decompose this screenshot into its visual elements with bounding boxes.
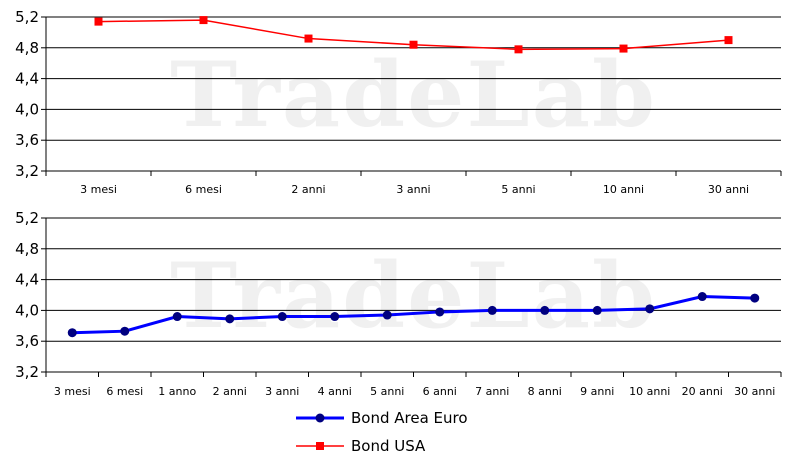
x-tick-label: 3 mesi: [80, 183, 117, 196]
x-tick-label: 1 anno: [158, 385, 196, 398]
y-tick-label: 3,2: [15, 162, 39, 180]
x-tick-label: 7 anni: [475, 385, 509, 398]
data-point: [199, 16, 208, 25]
data-point: [304, 34, 313, 43]
y-tick-label: 4,0: [15, 100, 39, 118]
data-point: [540, 305, 550, 315]
data-point: [382, 310, 392, 320]
x-tick-label: 3 anni: [396, 183, 430, 196]
data-point: [435, 307, 445, 317]
data-point: [724, 36, 733, 45]
y-tick-label: 4,8: [15, 39, 39, 57]
x-tick-label: 3 anni: [265, 385, 299, 398]
x-tick-label: 30 anni: [734, 385, 775, 398]
data-point: [514, 45, 523, 54]
x-tick-label: 5 anni: [370, 385, 404, 398]
x-tick-label: 3 mesi: [54, 385, 91, 398]
legend-marker: [316, 442, 324, 450]
data-point: [592, 305, 602, 315]
bond-usa-chart: TradeLab 5,2 4,8 4,4 4,0 3,6 3,2 3 mesi 6 mesi 2 …: [15, 8, 782, 196]
y-tick-label: 4,8: [15, 240, 39, 258]
series-line: [72, 295, 755, 335]
legend: Bond Area Euro Bond USA: [296, 409, 468, 455]
y-tick-label: 5,2: [15, 209, 39, 227]
data-point: [172, 312, 182, 322]
data-point: [697, 292, 707, 302]
x-tick-label: 9 anni: [580, 385, 614, 398]
x-tick-label: 4 anni: [318, 385, 352, 398]
x-tick-label: 10 anni: [629, 385, 670, 398]
y-tick-label: 3,2: [15, 363, 39, 381]
x-tick-label: 20 anni: [682, 385, 723, 398]
watermark-text: TradeLab: [170, 42, 657, 148]
y-tick-label: 4,4: [15, 271, 39, 289]
data-point: [120, 326, 130, 336]
x-tick-label: 30 anni: [708, 183, 749, 196]
x-tick-label: 8 anni: [528, 385, 562, 398]
x-tick-label: 6 anni: [423, 385, 457, 398]
data-point: [94, 17, 103, 26]
y-tick-label: 4,0: [15, 301, 39, 319]
legend-label: Bond USA: [351, 437, 426, 455]
data-point: [67, 328, 77, 338]
x-tick-label: 2 anni: [291, 183, 325, 196]
y-tick-label: 4,4: [15, 70, 39, 88]
x-tick-label: 10 anni: [603, 183, 644, 196]
legend-marker: [315, 413, 325, 423]
data-point: [619, 44, 628, 53]
data-point: [750, 293, 760, 303]
data-point: [409, 40, 418, 49]
x-tick-label: 2 anni: [213, 385, 247, 398]
x-tick-label: 6 mesi: [185, 183, 222, 196]
x-tick-label: 5 anni: [501, 183, 535, 196]
data-point: [487, 305, 497, 315]
data-point: [645, 304, 655, 314]
y-tick-label: 5,2: [15, 8, 39, 26]
y-tick-label: 3,6: [15, 332, 39, 350]
watermark-text: TradeLab: [170, 243, 657, 349]
x-tick-label: 6 mesi: [106, 385, 143, 398]
data-point: [277, 312, 287, 322]
data-point: [330, 312, 340, 322]
bond-area-euro-chart: TradeLab 5,2 4,8 4,4 4,0 3,6 3,2 3 mesi 6 mesi 1 …: [15, 209, 782, 398]
data-point: [225, 314, 235, 324]
legend-label: Bond Area Euro: [351, 409, 468, 427]
y-tick-label: 3,6: [15, 131, 39, 149]
